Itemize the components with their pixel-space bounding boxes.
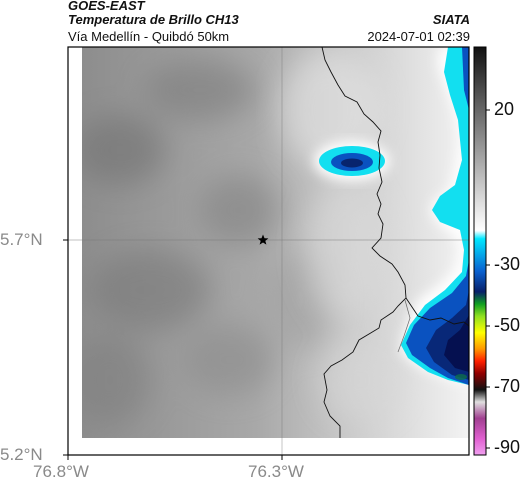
organization-label: SIATA: [432, 12, 470, 27]
border-line-east: [405, 297, 470, 327]
colorbar-label: -50: [494, 315, 521, 335]
colorbar-label: -30: [494, 254, 521, 274]
star-icon: [257, 234, 269, 245]
area-subtitle: Vía Medellín - Quibdó 50km: [68, 29, 230, 44]
border-line-minor: [397, 299, 411, 353]
satellite-imagery: [82, 47, 469, 438]
lon-tick-label: 76.3°W: [248, 462, 304, 481]
cloud-cell-north: [314, 141, 390, 181]
colorbar-label: -90: [494, 437, 521, 457]
colorbar-label: -70: [494, 376, 521, 396]
datetime-label: 2024-07-01 02:39: [367, 29, 470, 44]
product-title: Temperatura de Brillo CH13: [68, 12, 239, 27]
lat-tick-label: 5.2°N: [0, 445, 43, 464]
colorbar-label: 20: [494, 99, 515, 119]
satellite-title: GOES-EAST: [68, 0, 145, 13]
colorbar: [474, 47, 486, 455]
map-frame: [67, 46, 470, 456]
border-line-main: [321, 46, 407, 438]
cloud-region-east: [400, 47, 469, 385]
lon-tick-label: 76.8°W: [33, 462, 89, 481]
lat-tick-label: 5.7°N: [0, 230, 43, 249]
